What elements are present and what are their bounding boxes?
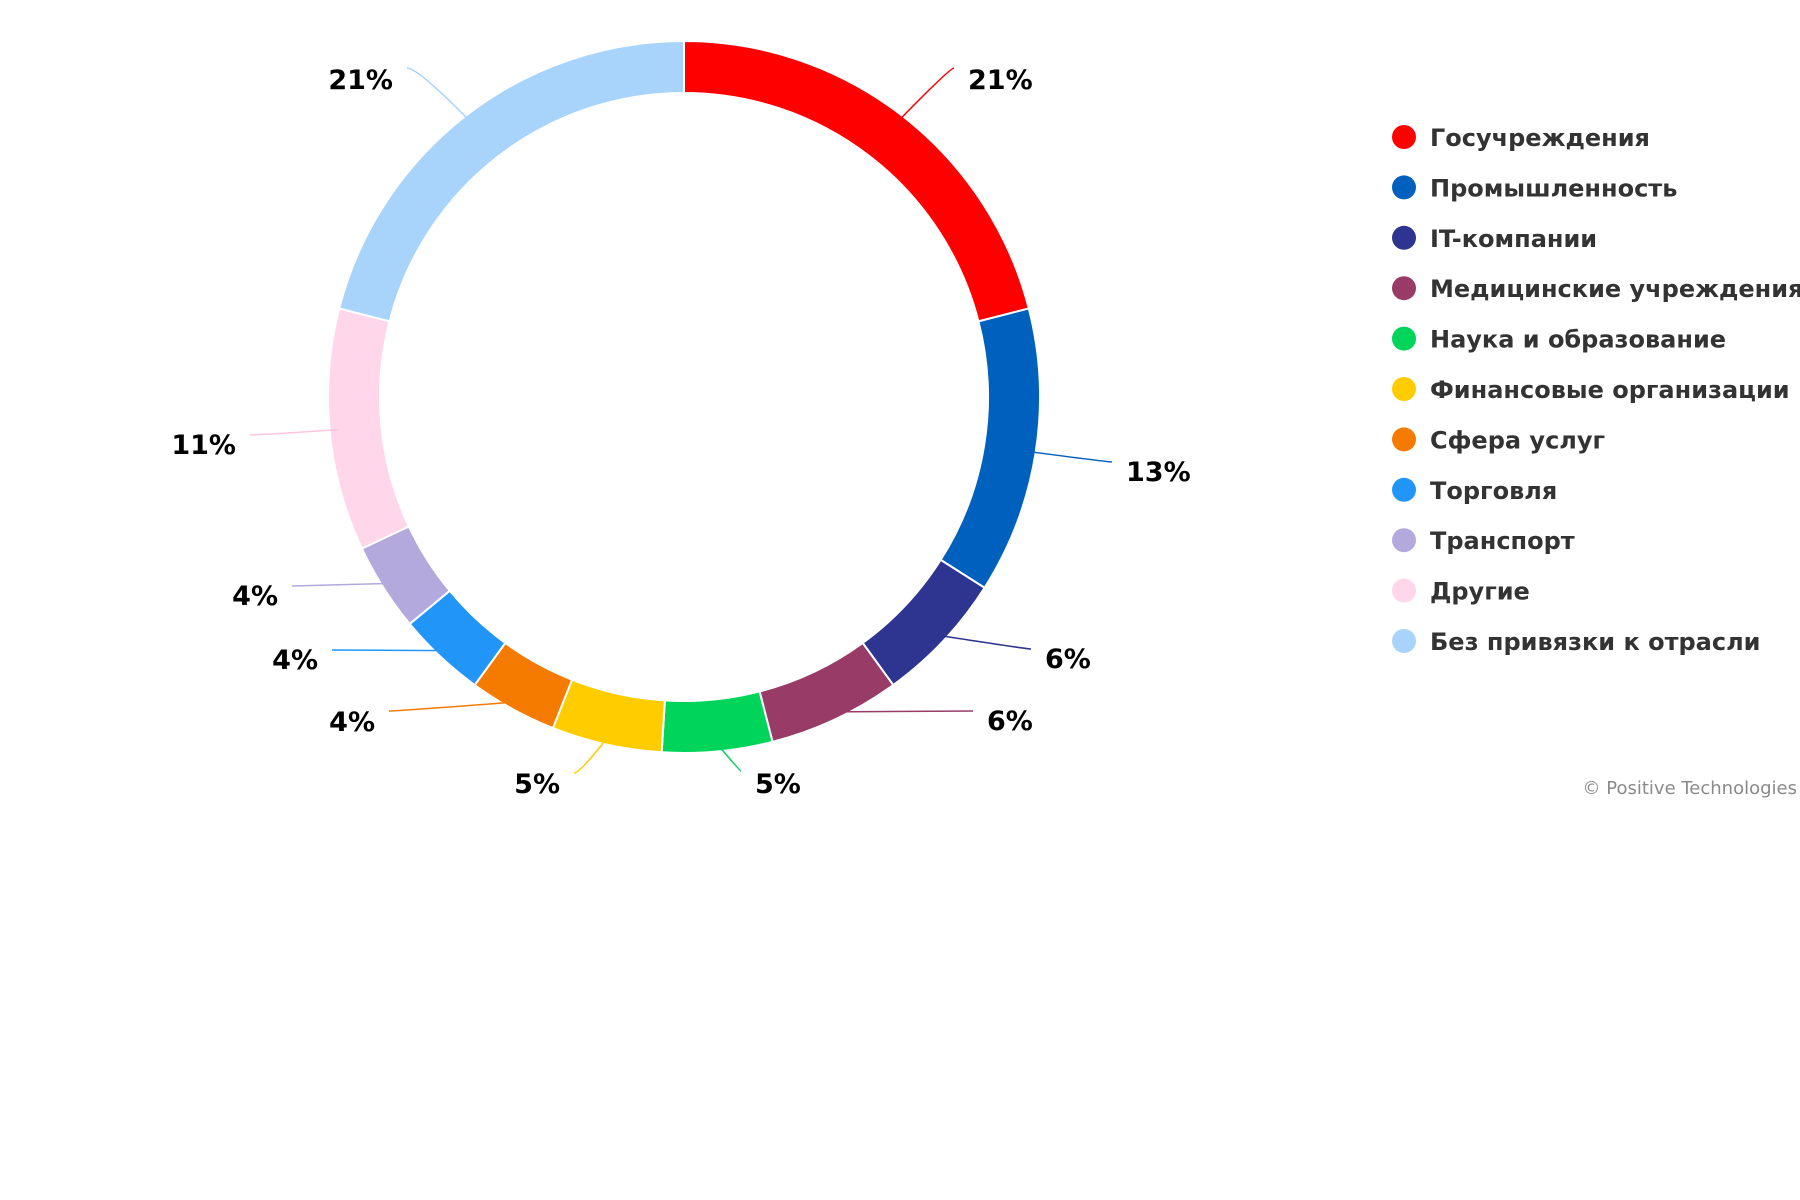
data-label-5: 5% xyxy=(514,769,560,800)
slice-2 xyxy=(861,558,986,687)
leader-line-1 xyxy=(1027,450,1113,463)
legend-marker-4 xyxy=(1392,326,1416,351)
leader-line-5 xyxy=(573,736,609,774)
legend: Госучреждения Промышленность IT-компании Ме… xyxy=(1392,124,1800,656)
data-label-1: 13% xyxy=(1126,457,1191,488)
slice-1 xyxy=(939,307,1041,590)
data-labels: 21% 13% 6% 6% 5% 5% 4% 4% 4% 11% 21% xyxy=(171,65,1190,800)
legend-marker-10 xyxy=(1392,629,1416,653)
legend-label-5[interactable]: Финансовые организации xyxy=(1430,376,1790,404)
legend-label-2[interactable]: IT-компании xyxy=(1430,225,1597,253)
legend-label-1[interactable]: Промышленность xyxy=(1430,174,1677,202)
leader-line-0 xyxy=(896,67,955,123)
legend-label-3[interactable]: Медицинские учреждения xyxy=(1430,275,1800,303)
leader-line-7 xyxy=(331,649,446,652)
leader-line-4 xyxy=(716,742,742,772)
data-label-6: 4% xyxy=(329,707,375,738)
slices xyxy=(327,39,1041,754)
leader-lines xyxy=(249,67,1113,774)
legend-marker-6 xyxy=(1392,427,1416,452)
legend-label-9[interactable]: Другие xyxy=(1430,578,1530,606)
slice-5 xyxy=(551,678,666,754)
legend-label-10[interactable]: Без привязки к отрасли xyxy=(1430,628,1761,656)
legend-marker-0 xyxy=(1392,125,1416,149)
legend-marker-9 xyxy=(1392,578,1416,603)
legend-label-8[interactable]: Транспорт xyxy=(1430,527,1575,555)
data-label-9: 11% xyxy=(171,430,236,461)
data-label-10: 21% xyxy=(328,65,393,96)
data-label-4: 5% xyxy=(755,769,801,800)
legend-marker-3 xyxy=(1392,276,1416,301)
legend-label-0[interactable]: Госучреждения xyxy=(1430,124,1650,152)
slice-3 xyxy=(758,641,895,744)
data-label-8: 4% xyxy=(232,581,278,612)
slice-9 xyxy=(327,307,411,550)
leader-line-6 xyxy=(388,701,517,712)
legend-marker-8 xyxy=(1392,528,1416,553)
data-label-2: 6% xyxy=(1045,644,1091,675)
slice-10 xyxy=(337,39,685,323)
data-label-7: 4% xyxy=(272,645,318,676)
legend-label-4[interactable]: Наука и образование xyxy=(1430,326,1726,354)
legend-label-7[interactable]: Торговля xyxy=(1430,477,1557,505)
legend-marker-5 xyxy=(1392,377,1416,401)
leader-line-2 xyxy=(937,634,1032,650)
legend-marker-7 xyxy=(1392,477,1416,502)
data-label-3: 6% xyxy=(987,706,1033,737)
data-label-0: 21% xyxy=(968,65,1033,96)
legend-label-6[interactable]: Сфера услуг xyxy=(1430,426,1605,454)
legend-marker-2 xyxy=(1392,225,1416,250)
credit-text: © Positive Technologies xyxy=(1583,778,1797,799)
leader-line-3 xyxy=(832,710,974,713)
leader-line-10 xyxy=(406,67,472,123)
legend-marker-1 xyxy=(1392,175,1416,200)
leader-line-8 xyxy=(291,582,391,587)
leader-line-9 xyxy=(249,429,338,436)
